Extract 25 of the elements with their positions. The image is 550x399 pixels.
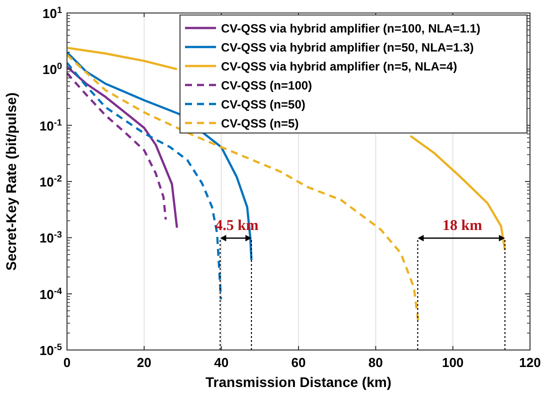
y-axis-title: Secret-Key Rate (bit/pulse)	[3, 92, 19, 271]
x-tick-label: 60	[291, 355, 306, 370]
y-tick-label: 10$^{-2}$	[39, 174, 62, 190]
y-tick-label: 10$^{0}$	[42, 61, 62, 78]
legend-label: CV-QSS (n=100)	[221, 78, 312, 92]
y-tick-label: 10$^{-5}$	[39, 342, 62, 358]
line-series	[66, 66, 178, 229]
y-tick-label: 10$^{-1}$	[39, 117, 62, 134]
legend-label: CV-QSS via hybrid amplifier (n=100, NLA=1.1)	[221, 22, 480, 36]
y-tick-label: 10$^{-4}$	[39, 286, 63, 302]
x-tick-label: 120	[519, 355, 541, 370]
x-axis-title: Transmission Distance (km)	[206, 374, 392, 390]
line-series	[66, 72, 167, 221]
x-tick-label: 80	[368, 355, 383, 370]
legend-label: CV-QSS (n=5)	[221, 116, 299, 130]
legend-label: CV-QSS (n=50)	[221, 98, 306, 112]
annotation: 18 km	[442, 218, 483, 234]
x-tick-label: 100	[442, 355, 464, 370]
y-tick-label: 10$^{1}$	[42, 5, 62, 21]
legend-label: CV-QSS via hybrid amplifier (n=50, NLA=1.3)	[221, 40, 474, 54]
y-tick-label: 10$^{-3}$	[39, 230, 62, 246]
x-tick-label: 20	[136, 355, 152, 370]
x-tick-label: 0	[63, 355, 71, 370]
x-tick-label: 40	[214, 355, 229, 370]
legend-label: CV-QSS via hybrid amplifier (n=5, NLA=4)	[221, 60, 458, 74]
